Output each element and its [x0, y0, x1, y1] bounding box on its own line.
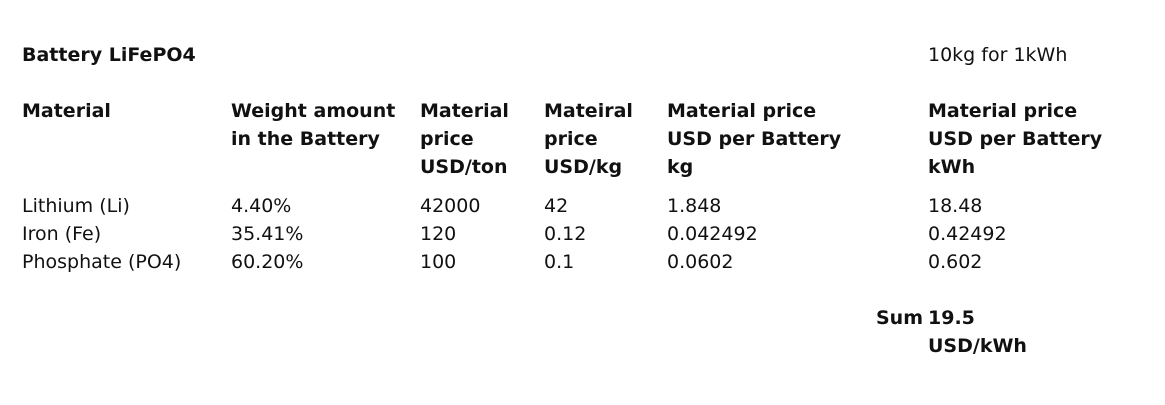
cell-weight: 4.40% — [231, 195, 292, 217]
header-price-kwh: Material price USD per Battery kWh — [928, 100, 1103, 178]
sum-unit: USD/kWh — [928, 335, 1027, 357]
cell-weight: 60.20% — [231, 251, 304, 273]
cell-price-kwh: 0.42492 — [928, 223, 1007, 245]
header-material: Material — [22, 100, 111, 122]
cell-price-kg: 0.1 — [544, 251, 575, 273]
cell-price-ton: 100 — [420, 251, 457, 273]
cell-weight: 35.41% — [231, 223, 304, 245]
table-row: Lithium (Li) 4.40% 42000 42 1.848 18.48 — [0, 192, 1165, 220]
header-weight: Weight amount in the Battery — [231, 100, 396, 150]
header-price-battery-kg: Material price USD per Battery kg — [667, 100, 842, 178]
cell-price-battery-kg: 0.0602 — [667, 251, 734, 273]
cell-material: Iron (Fe) — [22, 223, 102, 245]
table-row: Phosphate (PO4) 60.20% 100 0.1 0.0602 0.… — [0, 248, 1165, 276]
cell-material: Lithium (Li) — [22, 195, 130, 217]
cell-price-battery-kg: 0.042492 — [667, 223, 758, 245]
capacity-note: 10kg for 1kWh — [928, 44, 1068, 66]
cell-material: Phosphate (PO4) — [22, 251, 182, 273]
header-price-kg: Mateiral price USD/kg — [544, 100, 633, 178]
cell-price-ton: 42000 — [420, 195, 481, 217]
cell-price-kwh: 18.48 — [928, 195, 983, 217]
header-price-ton: Material price USD/ton — [420, 100, 509, 178]
sum-label: Sum — [876, 307, 924, 329]
cell-price-kg: 42 — [544, 195, 569, 217]
cell-price-kg: 0.12 — [544, 223, 587, 245]
sum-value: 19.5 — [928, 307, 975, 329]
cell-price-battery-kg: 1.848 — [667, 195, 722, 217]
table-row: Iron (Fe) 35.41% 120 0.12 0.042492 0.424… — [0, 220, 1165, 248]
cell-price-kwh: 0.602 — [928, 251, 983, 273]
sheet-title: Battery LiFePO4 — [22, 44, 196, 66]
cell-price-ton: 120 — [420, 223, 457, 245]
